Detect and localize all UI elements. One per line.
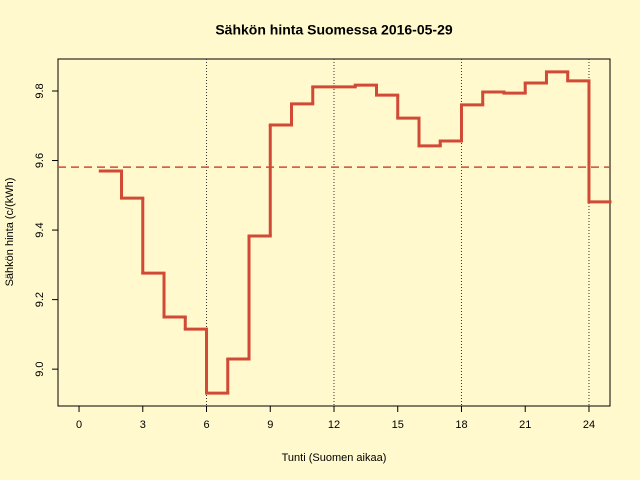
y-tick-label: 9.4 <box>34 222 46 237</box>
y-tick-label: 9.6 <box>34 153 46 168</box>
chart-title: Sähkön hinta Suomessa 2016-05-29 <box>215 22 453 38</box>
y-axis-label: Sähkön hinta (c/(kWh) <box>4 178 16 287</box>
y-tick-label: 9.2 <box>34 292 46 307</box>
y-tick-label: 9.8 <box>34 83 46 98</box>
x-axis-label: Tunti (Suomen aikaa) <box>282 452 387 464</box>
x-tick-label: 24 <box>583 419 595 431</box>
x-tick-label: 15 <box>392 419 404 431</box>
x-tick-label: 9 <box>267 419 273 431</box>
x-tick-label: 12 <box>328 419 340 431</box>
x-tick-label: 21 <box>519 419 531 431</box>
y-tick-label: 9.0 <box>34 361 46 376</box>
x-tick-label: 0 <box>76 419 82 431</box>
x-tick-label: 6 <box>203 419 209 431</box>
x-tick-label: 3 <box>140 419 146 431</box>
x-tick-label: 18 <box>455 419 467 431</box>
